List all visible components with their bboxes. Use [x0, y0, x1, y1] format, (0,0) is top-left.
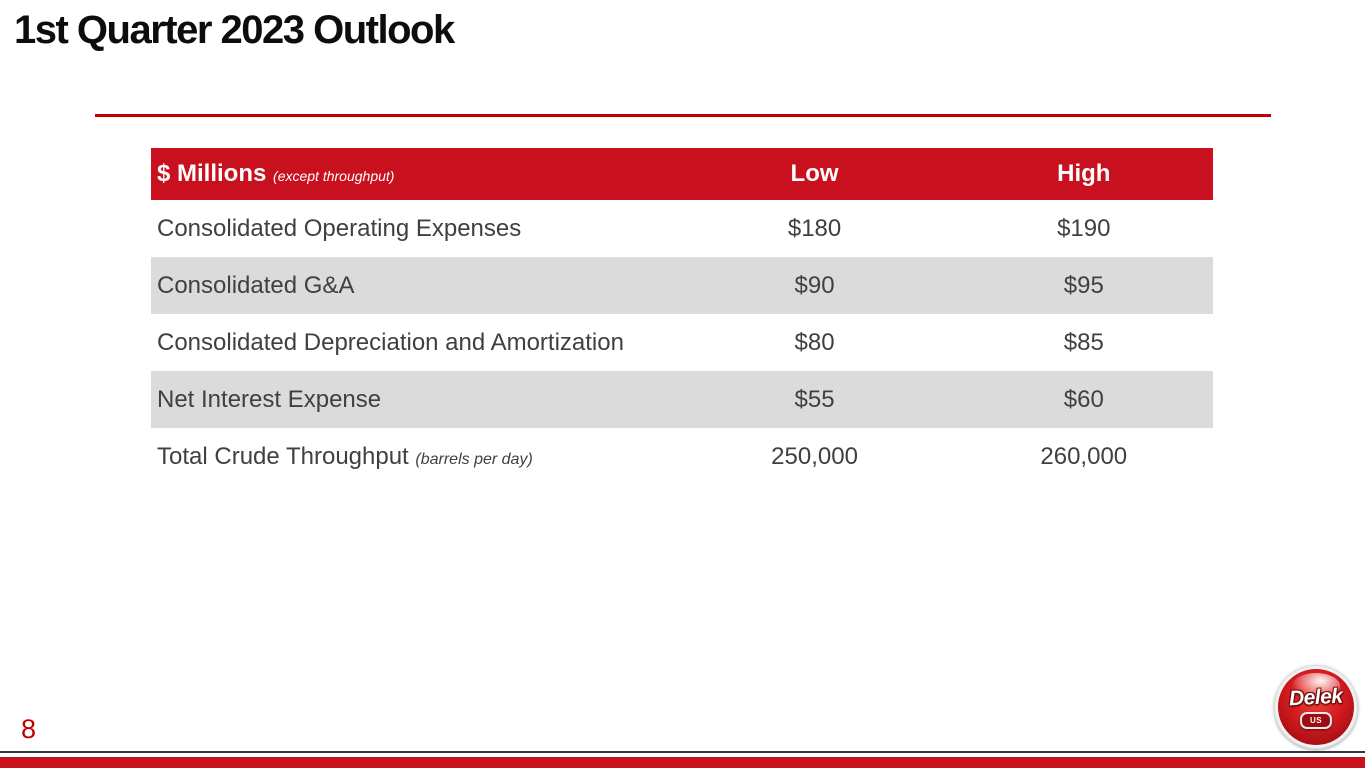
table-header-label: $ Millions (except throughput) — [151, 148, 675, 200]
row-label: Consolidated Operating Expenses — [157, 214, 522, 242]
row-label: Consolidated Depreciation and Amortizati… — [157, 328, 624, 356]
table-row: Consolidated G&A $90 $95 — [151, 257, 1213, 314]
table-header-note: (except throughput) — [273, 168, 395, 184]
outlook-table: $ Millions (except throughput) Low High … — [151, 148, 1213, 485]
column-header-low: Low — [790, 160, 839, 187]
page-number: 8 — [21, 714, 37, 744]
row-label-note: (barrels per day) — [415, 450, 533, 468]
row-label-cell: Consolidated G&A — [151, 257, 675, 314]
delek-us-logo: Delek US — [1274, 665, 1358, 749]
row-value-high: $60 — [1063, 385, 1104, 413]
row-value-high: $85 — [1063, 328, 1104, 356]
row-value-low: 250,000 — [771, 442, 858, 470]
page-title: 1st Quarter 2023 Outlook — [14, 8, 455, 52]
row-label: Total Crude Throughput — [157, 442, 409, 470]
row-value-low: $55 — [794, 385, 835, 413]
row-label-cell: Consolidated Depreciation and Amortizati… — [151, 314, 675, 371]
column-header-high: High — [1057, 160, 1111, 187]
row-label-cell: Consolidated Operating Expenses — [151, 200, 675, 257]
row-label: Net Interest Expense — [157, 385, 382, 413]
row-value-low: $180 — [787, 214, 842, 242]
row-label: Consolidated G&A — [157, 271, 355, 299]
row-label-cell: Net Interest Expense — [151, 371, 675, 428]
delek-logo-wordmark: Delek — [1288, 684, 1344, 710]
footer-divider-line — [0, 751, 1365, 753]
row-value-high: 260,000 — [1040, 442, 1128, 470]
row-value-high: $190 — [1057, 214, 1111, 242]
table-row: Total Crude Throughput (barrels per day)… — [151, 428, 1213, 485]
table-row: Consolidated Depreciation and Amortizati… — [151, 314, 1213, 371]
row-value-low: $90 — [794, 271, 835, 299]
delek-logo-us-badge: US — [1300, 711, 1332, 729]
table-header-title: $ Millions — [157, 160, 267, 187]
table-row: Consolidated Operating Expenses $180 $190 — [151, 200, 1213, 257]
row-value-low: $80 — [794, 328, 835, 356]
table-row: Net Interest Expense $55 $60 — [151, 371, 1213, 428]
footer-red-bar — [0, 757, 1365, 768]
row-value-high: $95 — [1063, 271, 1104, 299]
title-divider-line — [95, 114, 1271, 117]
row-label-cell: Total Crude Throughput (barrels per day) — [151, 428, 675, 485]
table-header-row: $ Millions (except throughput) Low High — [151, 148, 1213, 200]
delek-logo-sphere-icon: Delek US — [1278, 669, 1354, 745]
